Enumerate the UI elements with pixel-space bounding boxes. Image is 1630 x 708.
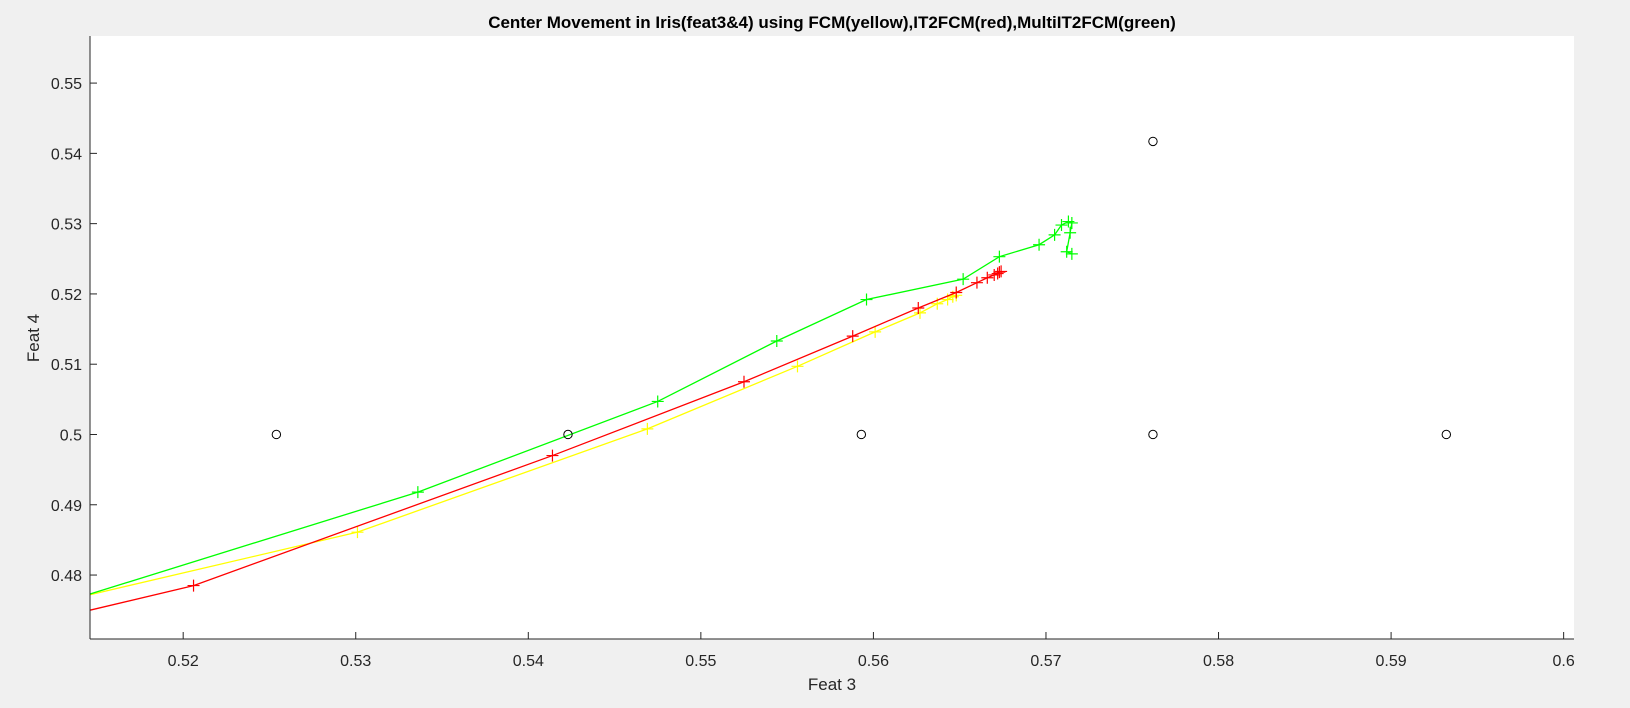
series-1-point: [995, 265, 1008, 278]
series-0-point: [869, 325, 882, 338]
x-tick-label: 0.54: [513, 653, 544, 670]
series-0-point: [914, 306, 927, 319]
x-tick-label: 0.55: [685, 653, 716, 670]
x-tick-label: 0.53: [340, 653, 371, 670]
series-0-point: [791, 360, 804, 373]
y-tick-label: 0.48: [51, 568, 82, 585]
series-1-point: [737, 375, 750, 388]
chart-title: Center Movement in Iris(feat3&4) using F…: [488, 13, 1176, 32]
series-1-point: [950, 286, 963, 299]
series-1-point: [546, 449, 559, 462]
series-0-line: [89, 294, 957, 596]
x-tick-label: 0.52: [168, 653, 199, 670]
series-2-point: [1055, 219, 1068, 232]
y-axis-label: Feat 4: [24, 314, 43, 362]
series-1-point: [970, 276, 983, 289]
series-2-point: [1060, 245, 1073, 258]
y-tick-label: 0.49: [51, 498, 82, 515]
series-1-point: [187, 579, 200, 592]
x-tick-label: 0.59: [1376, 653, 1407, 670]
y-tick-label: 0.51: [51, 357, 82, 374]
series-2-point: [651, 395, 664, 408]
series-2-point: [1065, 247, 1078, 260]
center-circle-point: [271, 429, 282, 440]
circle-markers: [271, 136, 1452, 440]
series-1-point: [846, 330, 859, 343]
series-layer: [89, 215, 1078, 611]
series-2-point: [993, 250, 1006, 263]
center-circle-point: [1441, 429, 1452, 440]
plot-area: [90, 36, 1574, 639]
x-axis-ticks: 0.52 0.53 0.54 0.55 0.56 0.57 0.58 0.59 0.6: [168, 632, 1575, 670]
series-2-point: [770, 335, 783, 348]
y-tick-label: 0.52: [51, 287, 82, 304]
x-tick-label: 0.6: [1553, 653, 1575, 670]
y-tick-label: 0.53: [51, 217, 82, 234]
series-2-point: [1048, 228, 1061, 241]
y-tick-label: 0.5: [60, 427, 82, 444]
series-2-point: [1033, 238, 1046, 251]
series-0-point: [641, 422, 654, 435]
y-axis-ticks: 0.48 0.49 0.5 0.51 0.52 0.53 0.54 0.55: [51, 76, 97, 585]
center-circle-point: [1148, 136, 1158, 147]
center-circle-point: [563, 429, 573, 440]
x-axis-label: Feat 3: [808, 675, 856, 694]
center-circle-point: [1148, 429, 1158, 440]
series-1-point: [993, 266, 1006, 279]
series-2-point: [860, 293, 873, 306]
center-circle-point: [856, 429, 867, 440]
x-tick-label: 0.58: [1203, 653, 1234, 670]
x-tick-label: 0.57: [1030, 653, 1061, 670]
series-2-point: [1065, 216, 1078, 229]
y-tick-label: 0.55: [51, 76, 82, 93]
series-2-point: [411, 486, 424, 499]
x-tick-label: 0.56: [858, 653, 889, 670]
series-0-point: [351, 526, 364, 539]
series-2-point: [957, 273, 970, 286]
series-1-point: [981, 271, 994, 284]
y-tick-label: 0.54: [51, 146, 82, 163]
series-2-point: [1064, 226, 1077, 239]
series-1-point: [912, 301, 925, 314]
